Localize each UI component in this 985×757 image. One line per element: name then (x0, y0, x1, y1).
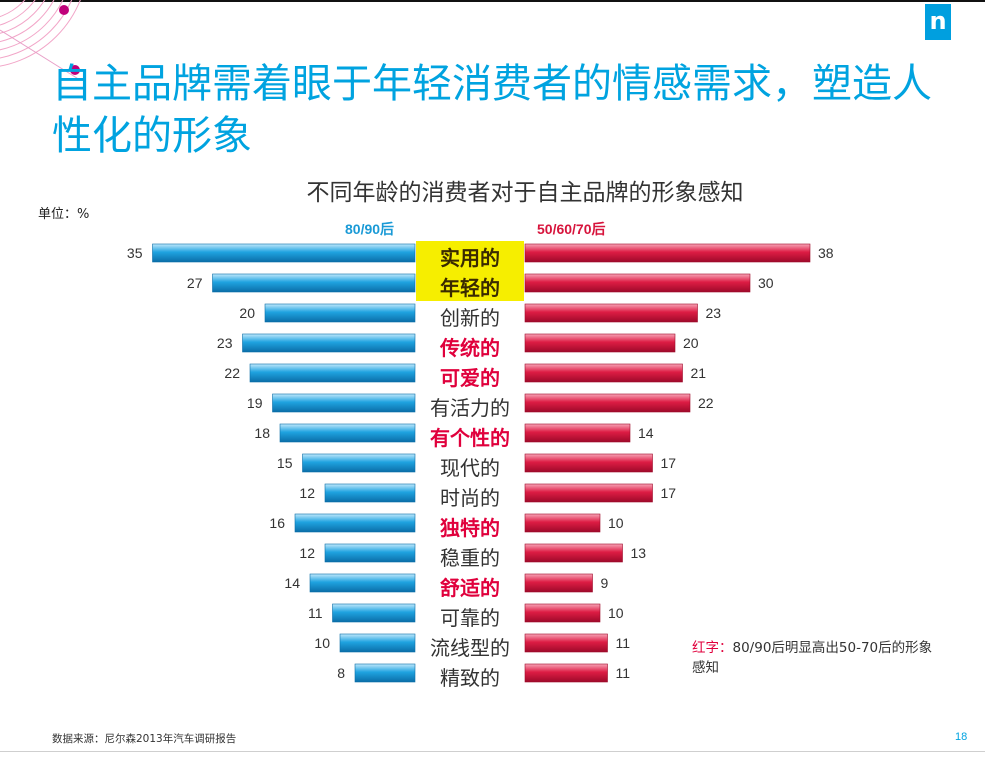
bar-young (324, 483, 416, 503)
bottom-border (0, 751, 985, 752)
series-label-young: 80/90后 (345, 221, 395, 237)
category-label: 时尚的 (440, 486, 500, 510)
category-label: 精致的 (440, 666, 500, 690)
bar-old (524, 483, 653, 503)
value-label-young: 18 (254, 425, 270, 441)
value-label-young: 14 (284, 575, 300, 591)
category-label: 创新的 (440, 306, 500, 330)
value-label-old: 17 (661, 455, 677, 471)
value-label-young: 27 (187, 275, 203, 291)
value-label-young: 12 (299, 545, 315, 561)
unit-label: 单位：% (38, 207, 90, 222)
value-label-young: 12 (299, 485, 315, 501)
value-label-young: 11 (308, 605, 323, 621)
bar-old (524, 273, 751, 293)
value-label-young: 23 (217, 335, 233, 351)
bar-old (524, 603, 601, 623)
bar-young (324, 543, 416, 563)
value-label-young: 8 (337, 665, 345, 681)
note-text: 80/90后明显高出50-70后的形象感知 (692, 640, 933, 676)
decorative-arcs (0, 0, 81, 81)
note-prefix: 红字： (692, 640, 733, 656)
category-label: 舒适的 (440, 576, 500, 600)
value-label-old: 11 (616, 665, 631, 681)
data-source: 数据来源：尼尔森2013年汽车调研报告 (52, 733, 237, 745)
bar-old (524, 453, 653, 473)
category-label: 实用的 (440, 246, 500, 270)
nielsen-logo: n (925, 4, 951, 40)
value-label-young: 22 (224, 365, 240, 381)
page-title: 自主品牌需着眼于年轻消费者的情感需求，塑造人性化的形象 (52, 61, 932, 159)
bar-young (294, 513, 416, 533)
bar-old (524, 243, 811, 263)
category-label: 稳重的 (440, 546, 500, 570)
bar-old (524, 663, 608, 683)
value-label-old: 13 (631, 545, 647, 561)
value-label-young: 10 (314, 635, 330, 651)
value-label-young: 16 (269, 515, 285, 531)
bar-young (272, 393, 416, 413)
bar-young (302, 453, 416, 473)
bar-old (524, 513, 601, 533)
bar-young (332, 603, 416, 623)
bar-young (279, 423, 416, 443)
bar-old (524, 543, 623, 563)
value-label-young: 19 (247, 395, 263, 411)
series-label-old: 50/60/70后 (537, 221, 606, 237)
bar-old (524, 633, 608, 653)
bar-old (524, 393, 691, 413)
value-label-old: 9 (601, 575, 609, 591)
value-label-old: 10 (608, 515, 624, 531)
value-label-old: 17 (661, 485, 677, 501)
bar-young (309, 573, 416, 593)
value-label-old: 23 (706, 305, 722, 321)
category-label: 可靠的 (440, 606, 500, 630)
value-label-old: 20 (683, 335, 699, 351)
bar-young (152, 243, 416, 263)
category-label: 流线型的 (430, 636, 510, 660)
chart-title: 不同年龄的消费者对于自主品牌的形象感知 (306, 180, 744, 206)
category-label: 现代的 (440, 456, 500, 480)
value-label-old: 38 (818, 245, 834, 261)
value-label-old: 22 (698, 395, 714, 411)
category-label: 独特的 (440, 516, 500, 540)
bar-young (339, 633, 416, 653)
category-label: 有个性的 (430, 426, 510, 450)
category-label: 传统的 (439, 336, 500, 360)
category-label: 年轻的 (440, 276, 500, 300)
value-label-old: 30 (758, 275, 774, 291)
value-label-old: 11 (616, 635, 631, 651)
bar-old (524, 303, 698, 323)
value-label-old: 14 (638, 425, 654, 441)
bar-old (524, 573, 593, 593)
value-label-old: 21 (691, 365, 707, 381)
category-label: 可爱的 (440, 366, 500, 390)
bar-young (354, 663, 416, 683)
value-label-old: 10 (608, 605, 624, 621)
bar-young (249, 363, 416, 383)
bar-young (212, 273, 416, 293)
top-border (0, 0, 985, 2)
red-text-note: 红字：80/90后明显高出50-70后的形象感知 (692, 638, 942, 678)
bar-old (524, 423, 631, 443)
bar-old (524, 333, 676, 353)
bar-young (242, 333, 416, 353)
value-label-young: 20 (239, 305, 255, 321)
bar-old (524, 363, 683, 383)
page-number: 18 (955, 731, 968, 743)
value-label-young: 15 (277, 455, 293, 471)
category-label: 有活力的 (430, 396, 510, 420)
category-highlight-box (416, 241, 524, 301)
value-label-young: 35 (127, 245, 143, 261)
bar-young (264, 303, 416, 323)
